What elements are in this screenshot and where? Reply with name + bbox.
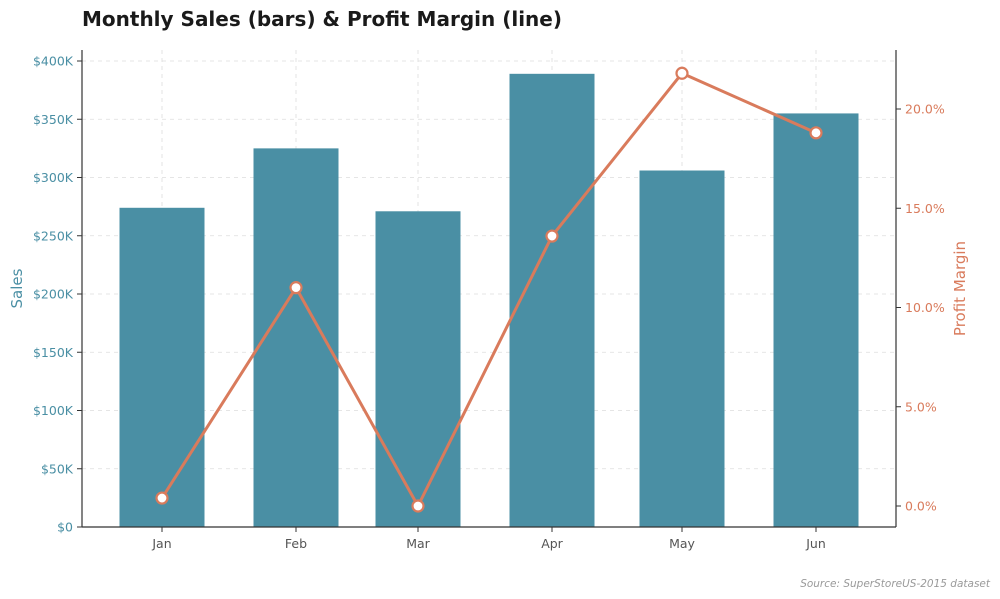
line-point-jan xyxy=(155,491,169,505)
bar-jun xyxy=(773,113,859,528)
x-tick-label: Apr xyxy=(541,536,563,551)
y-axis-right-label: Profit Margin xyxy=(951,241,969,336)
y-right-tick-label: 0.0% xyxy=(905,499,937,514)
x-tick-label: Mar xyxy=(406,536,430,551)
x-tick-label: Jun xyxy=(805,536,826,551)
x-tick-label: Jan xyxy=(151,536,171,551)
bar-apr xyxy=(509,73,595,527)
y-right-tick-label: 10.0% xyxy=(905,300,945,315)
y-left-tick-label: $400K xyxy=(33,54,74,69)
line-point-apr xyxy=(545,229,559,243)
x-tick-label: May xyxy=(669,536,695,551)
y-left-tick-label: $150K xyxy=(33,345,74,360)
y-left-tick-label: $50K xyxy=(41,461,74,476)
y-right-tick-label: 20.0% xyxy=(905,102,945,117)
y-left-tick-label: $200K xyxy=(33,287,74,302)
y-left-tick-label: $250K xyxy=(33,228,74,243)
bar-jan xyxy=(119,207,205,528)
bar-feb xyxy=(253,148,339,527)
y-left-tick-label: $100K xyxy=(33,403,74,418)
source-note: Source: SuperStoreUS-2015 dataset xyxy=(800,578,991,590)
bar-series xyxy=(119,73,859,528)
line-point-mar xyxy=(411,499,425,513)
bar-may xyxy=(639,170,725,527)
y-left-tick-label: $300K xyxy=(33,170,74,185)
x-tick-label: Feb xyxy=(285,536,307,551)
chart-title: Monthly Sales (bars) & Profit Margin (li… xyxy=(82,7,562,31)
line-point-may xyxy=(675,66,689,80)
y-right-tick-label: 15.0% xyxy=(905,201,945,216)
line-point-feb xyxy=(289,281,303,295)
bar-mar xyxy=(375,211,461,527)
line-point-jun xyxy=(809,126,823,140)
line-series xyxy=(155,66,823,513)
profit-margin-line xyxy=(160,71,817,508)
tick-labels: $0 $50K $100K $150K $200K $250K $300K $350K $400… xyxy=(33,54,945,552)
y-left-tick-label: $0 xyxy=(57,520,73,535)
y-axis-left-label: Sales xyxy=(8,268,26,308)
y-left-tick-label: $350K xyxy=(33,112,74,127)
y-right-tick-label: 5.0% xyxy=(905,399,937,414)
axes xyxy=(81,50,897,528)
